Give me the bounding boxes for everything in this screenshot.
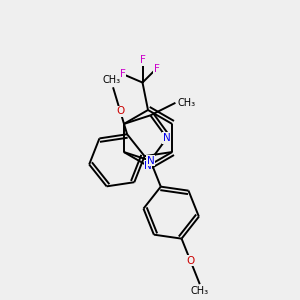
Text: F: F [154, 64, 159, 74]
Text: CH₃: CH₃ [191, 286, 209, 296]
Text: N: N [163, 133, 171, 143]
Text: N: N [146, 156, 154, 166]
Text: O: O [186, 256, 194, 266]
Text: CH₃: CH₃ [177, 98, 196, 108]
Text: N: N [144, 161, 152, 171]
Text: CH₃: CH₃ [103, 75, 121, 85]
Text: F: F [140, 55, 146, 65]
Text: F: F [120, 69, 126, 79]
Text: O: O [116, 106, 124, 116]
